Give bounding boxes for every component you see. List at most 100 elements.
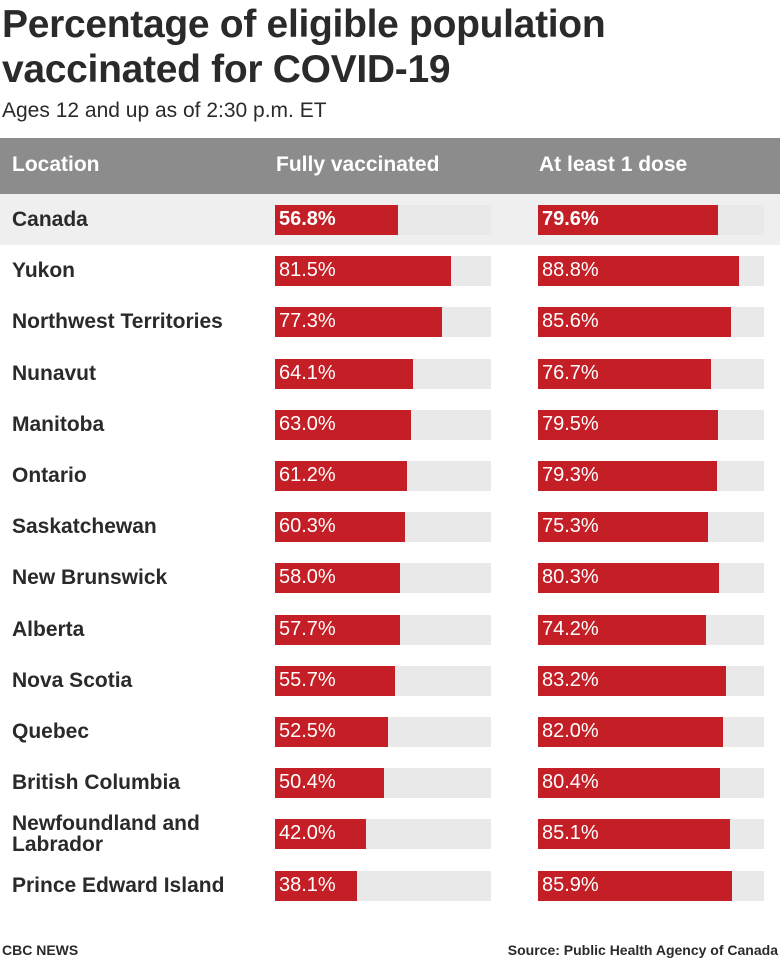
fully-vaccinated-value: 81.5%: [279, 259, 336, 282]
fully-vaccinated-bar: [275, 819, 366, 850]
source-label: Source: Public Health Agency of Canada: [507, 942, 778, 958]
fully-vaccinated-bar: [275, 307, 442, 338]
at-least-one-dose-track: 76.7%: [538, 358, 764, 389]
location-label: Ontario: [12, 464, 87, 487]
fully-vaccinated-bar: [275, 563, 401, 594]
at-least-one-dose-value: 79.5%: [542, 412, 599, 435]
fully-vaccinated-track: 61.2%: [275, 461, 491, 491]
fully-vaccinated-bar: [275, 768, 384, 799]
fully-vaccinated-track: 77.3%: [275, 307, 491, 338]
at-least-one-dose-value: 79.6%: [542, 208, 599, 230]
at-least-one-dose-track: 88.8%: [538, 256, 764, 287]
location-label: Prince Edward Island: [12, 873, 225, 897]
at-least-one-dose-bar: [538, 409, 718, 440]
fully-vaccinated-value: 77.3%: [279, 310, 336, 333]
fully-vaccinated-bar: [275, 358, 414, 389]
fully-vaccinated-track: 81.5%: [275, 256, 491, 287]
fully-vaccinated-value: 63.0%: [279, 412, 336, 435]
at-least-one-dose-bar: [538, 512, 709, 543]
fully-vaccinated-bar: [275, 717, 389, 747]
at-least-one-dose-track: 82.0%: [538, 717, 764, 747]
fully-vaccinated-value: 55.7%: [279, 668, 336, 691]
fully-vaccinated-track: 55.7%: [275, 665, 491, 696]
table-row: Nova Scotia 55.7% 83.2%: [0, 655, 780, 706]
location-label: Quebec: [12, 720, 90, 743]
location-label: Yukon: [12, 259, 76, 283]
at-least-one-dose-value: 82.0%: [542, 720, 599, 742]
location-label: Nunavut: [12, 361, 96, 385]
fully-vaccinated-track: 64.1%: [275, 358, 491, 389]
fully-vaccinated-bar: [275, 461, 408, 491]
header-at-least-one-dose: At least 1 dose: [539, 153, 688, 176]
at-least-one-dose-bar: [538, 358, 712, 389]
location-label: Canada: [12, 208, 88, 231]
fully-vaccinated-bar: [275, 512, 406, 543]
fully-vaccinated-track: 42.0%: [275, 819, 491, 850]
at-least-one-dose-track: 79.3%: [538, 461, 764, 491]
table-row: Nunavut 64.1% 76.7%: [0, 348, 780, 399]
at-least-one-dose-track: 79.6%: [538, 205, 764, 235]
at-least-one-dose-value: 76.7%: [542, 361, 599, 384]
fully-vaccinated-value: 58.0%: [279, 566, 336, 589]
table-row: British Columbia 50.4% 80.4%: [0, 757, 780, 808]
at-least-one-dose-bar: [538, 307, 732, 338]
table-row: Prince Edward Island 38.1% 85.9%: [0, 860, 780, 911]
table-row: Saskatchewan 60.3% 75.3%: [0, 501, 780, 552]
header-location: Location: [12, 153, 100, 176]
at-least-one-dose-bar: [538, 819, 731, 850]
at-least-one-dose-value: 85.6%: [542, 310, 599, 333]
at-least-one-dose-bar: [538, 614, 706, 645]
location-label: British Columbia: [12, 771, 181, 795]
fully-vaccinated-track: 57.7%: [275, 614, 491, 645]
at-least-one-dose-track: 85.9%: [538, 870, 764, 901]
at-least-one-dose-value: 85.9%: [542, 873, 599, 896]
at-least-one-dose-track: 85.6%: [538, 307, 764, 338]
fully-vaccinated-track: 58.0%: [275, 563, 491, 594]
table-row: Alberta 57.7% 74.2%: [0, 604, 780, 655]
fully-vaccinated-bar: [275, 665, 396, 696]
table-row: Newfoundland and Labrador 42.0% 85.1%: [0, 808, 780, 859]
fully-vaccinated-value: 42.0%: [279, 822, 336, 845]
at-least-one-dose-value: 83.2%: [542, 668, 599, 691]
at-least-one-dose-track: 80.4%: [538, 768, 764, 799]
table-header: Location Fully vaccinated At least 1 dos…: [0, 138, 780, 194]
at-least-one-dose-track: 80.3%: [538, 563, 764, 594]
at-least-one-dose-track: 83.2%: [538, 665, 764, 696]
location-label: Saskatchewan: [12, 515, 157, 539]
at-least-one-dose-track: 79.5%: [538, 409, 764, 440]
location-label: Manitoba: [12, 412, 105, 436]
fully-vaccinated-value: 38.1%: [279, 873, 336, 896]
at-least-one-dose-bar: [538, 563, 720, 594]
table-row: Canada 56.8% 79.6%: [0, 194, 780, 245]
at-least-one-dose-track: 75.3%: [538, 512, 764, 543]
header-fully-vaccinated: Fully vaccinated: [276, 153, 440, 176]
at-least-one-dose-value: 75.3%: [542, 515, 599, 538]
at-least-one-dose-bar: [538, 870, 733, 901]
fully-vaccinated-value: 52.5%: [279, 720, 336, 742]
fully-vaccinated-value: 56.8%: [279, 208, 336, 230]
fully-vaccinated-track: 56.8%: [275, 205, 491, 235]
location-label: Newfoundland and Labrador: [12, 811, 200, 856]
location-label: Alberta: [12, 617, 85, 641]
at-least-one-dose-track: 85.1%: [538, 819, 764, 850]
fully-vaccinated-value: 61.2%: [279, 464, 336, 486]
at-least-one-dose-value: 80.4%: [542, 771, 599, 794]
fully-vaccinated-value: 57.7%: [279, 617, 336, 640]
at-least-one-dose-bar: [538, 717, 724, 747]
fully-vaccinated-track: 38.1%: [275, 870, 491, 901]
fully-vaccinated-bar: [275, 870, 358, 901]
at-least-one-dose-bar: [538, 205, 718, 235]
at-least-one-dose-track: 74.2%: [538, 614, 764, 645]
at-least-one-dose-bar: [538, 461, 718, 491]
at-least-one-dose-value: 80.3%: [542, 566, 599, 589]
table-row: Northwest Territories 77.3% 85.6%: [0, 296, 780, 347]
fully-vaccinated-track: 63.0%: [275, 409, 491, 440]
at-least-one-dose-bar: [538, 256, 739, 287]
at-least-one-dose-value: 88.8%: [542, 259, 599, 282]
fully-vaccinated-value: 50.4%: [279, 771, 336, 794]
credit-label: CBC NEWS: [2, 942, 79, 958]
table-row: New Brunswick 58.0% 80.3%: [0, 552, 780, 603]
fully-vaccinated-bar: [275, 205, 398, 235]
location-label: Northwest Territories: [12, 310, 223, 334]
at-least-one-dose-value: 79.3%: [542, 464, 599, 486]
